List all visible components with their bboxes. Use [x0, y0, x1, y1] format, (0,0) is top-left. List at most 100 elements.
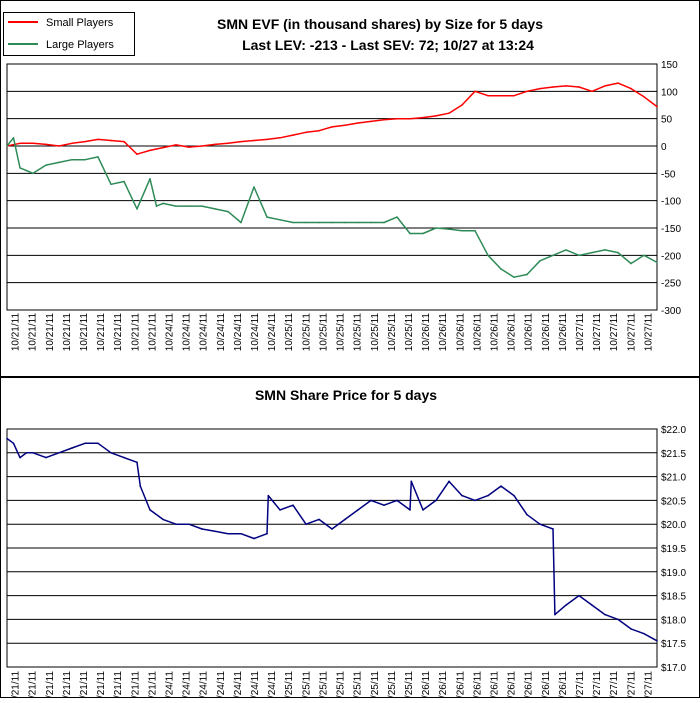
evf-xtick-label: 10/24/11 [182, 313, 193, 352]
data-point-small-players [448, 112, 450, 114]
data-point-small-players [422, 116, 424, 119]
evf-xtick-label: 10/21/11 [11, 313, 22, 352]
price-xtick-label: 10/27/11 [626, 671, 637, 698]
price-ytick-label: $21.0 [661, 473, 686, 484]
data-point-large-players [155, 205, 158, 207]
price-ytick-label: $17.0 [661, 663, 686, 674]
evf-xtick-label: 10/25/11 [387, 313, 398, 352]
legend-label-small-players: Small Players [46, 17, 114, 29]
evf-xtick-label: 10/21/11 [96, 313, 107, 352]
data-point-share-price [370, 499, 372, 502]
data-point-small-players [279, 137, 281, 139]
price-xtick-label: 10/26/11 [524, 671, 535, 698]
data-point-large-players [513, 276, 515, 279]
price-xtick-label: 10/27/11 [643, 671, 654, 698]
evf-xtick-label: 10/27/11 [626, 313, 637, 352]
evf-xtick-label: 10/21/11 [45, 313, 56, 352]
data-point-small-players [58, 145, 60, 147]
data-point-share-price [318, 518, 320, 521]
evf-xtick-label: 10/21/11 [62, 313, 73, 352]
data-point-small-players [383, 118, 385, 121]
price-xtick-label: 10/26/11 [455, 671, 466, 698]
data-point-share-price [357, 509, 359, 511]
data-point-share-price [25, 452, 28, 454]
price-xtick-label: 10/24/11 [165, 671, 176, 698]
evf-xtick-label: 10/25/11 [336, 313, 347, 352]
data-point-small-players [630, 87, 632, 90]
data-point-share-price [565, 604, 567, 606]
data-point-share-price [526, 513, 528, 516]
data-point-share-price [110, 452, 112, 454]
data-point-large-players [240, 221, 242, 224]
data-point-large-players [97, 156, 99, 158]
evf-xtick-label: 10/26/11 [455, 313, 466, 352]
data-point-large-players [526, 273, 528, 276]
data-point-large-players [604, 249, 606, 251]
data-point-large-players [617, 251, 619, 254]
data-point-large-players [396, 216, 398, 218]
data-point-small-players [370, 120, 372, 123]
data-point-share-price [448, 480, 450, 483]
data-point-large-players [409, 232, 411, 235]
data-point-share-price [422, 509, 424, 511]
data-point-small-players [604, 85, 606, 87]
data-point-large-players [591, 251, 593, 254]
evf-ytick-label: -150 [661, 224, 681, 235]
data-point-share-price [461, 494, 463, 497]
price-xtick-label: 10/25/11 [336, 671, 347, 698]
price-xtick-label: 10/24/11 [250, 671, 261, 698]
data-point-small-players [201, 145, 203, 147]
evf-xtick-label: 10/25/11 [318, 313, 329, 352]
data-point-share-price [552, 528, 554, 530]
data-point-small-players [643, 96, 645, 98]
data-point-share-price [188, 523, 190, 525]
data-point-large-players [32, 172, 34, 175]
data-point-small-players [292, 134, 294, 136]
data-point-share-price [84, 442, 86, 445]
price-xtick-label: 10/25/11 [370, 671, 381, 698]
data-point-large-players [253, 186, 255, 188]
data-point-share-price [227, 532, 229, 535]
data-point-large-players [318, 221, 320, 224]
data-point-share-price [656, 640, 658, 642]
data-point-share-price [123, 456, 125, 459]
data-point-small-players [344, 124, 346, 127]
price-xtick-label: 10/21/11 [79, 671, 90, 698]
data-point-large-players [149, 178, 151, 180]
data-point-large-players [500, 268, 502, 270]
price-ytick-label: $20.5 [661, 496, 686, 507]
legend-box [3, 12, 135, 56]
price-ytick-label: $22.0 [661, 425, 686, 436]
price-xtick-label: 10/21/11 [45, 671, 56, 698]
data-point-large-players [487, 254, 489, 257]
data-point-share-price [500, 485, 502, 487]
data-point-small-players [19, 142, 21, 145]
price-ytick-label: $20.0 [661, 520, 686, 531]
price-xtick-label: 10/25/11 [301, 671, 312, 698]
data-point-large-players [58, 161, 60, 164]
evf-xtick-label: 10/24/11 [267, 313, 278, 352]
data-point-small-players [552, 86, 554, 88]
evf-xtick-label: 10/24/11 [250, 313, 261, 352]
data-point-share-price [292, 504, 294, 506]
data-point-share-price [214, 530, 216, 533]
evf-ytick-label: -50 [661, 169, 676, 180]
evf-xtick-label: 10/24/11 [233, 313, 244, 352]
data-point-small-players [513, 94, 515, 97]
data-point-small-players [136, 153, 138, 155]
data-point-share-price [435, 499, 437, 502]
data-point-share-price [240, 532, 242, 535]
data-point-large-players [84, 158, 86, 161]
data-point-large-players [461, 229, 463, 232]
evf-plot-area [6, 63, 658, 311]
data-point-share-price [267, 494, 270, 497]
evf-xtick-label: 10/21/11 [147, 313, 158, 352]
data-point-share-price [139, 485, 142, 487]
evf-ytick-label: 0 [661, 142, 667, 153]
evf-ytick-label: 100 [661, 87, 678, 98]
data-point-large-players [344, 221, 346, 224]
data-point-small-players [162, 146, 164, 149]
price-xtick-label: 10/25/11 [387, 671, 398, 698]
evf-chart-frame [0, 0, 700, 377]
data-point-share-price [12, 442, 15, 445]
